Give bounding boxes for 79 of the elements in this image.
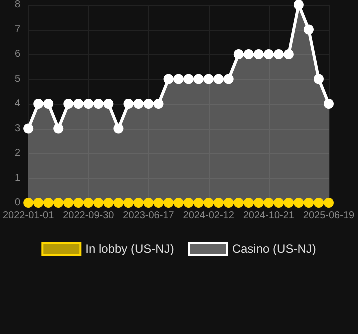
point bbox=[184, 198, 194, 208]
point bbox=[44, 99, 54, 109]
legend-label: Casino (US-NJ) bbox=[232, 242, 316, 256]
x-tick-label: 2024-10-21 bbox=[243, 210, 295, 222]
point bbox=[294, 0, 304, 10]
point bbox=[244, 50, 254, 60]
point bbox=[274, 50, 284, 60]
point bbox=[264, 50, 274, 60]
point bbox=[234, 198, 244, 208]
point bbox=[134, 198, 144, 208]
point bbox=[94, 99, 104, 109]
point bbox=[174, 198, 184, 208]
point bbox=[64, 198, 74, 208]
x-tick-label: 2024-02-12 bbox=[183, 210, 235, 222]
point bbox=[44, 198, 54, 208]
point bbox=[304, 24, 314, 35]
point bbox=[24, 124, 34, 134]
point bbox=[164, 198, 174, 208]
point bbox=[104, 198, 114, 208]
x-tick-label: 2025-06-19 bbox=[303, 210, 356, 222]
legend-label: In lobby (US-NJ) bbox=[86, 242, 174, 256]
point bbox=[244, 198, 254, 208]
point bbox=[214, 198, 224, 208]
y-tick-label: 8 bbox=[15, 0, 22, 10]
point bbox=[304, 198, 314, 208]
point bbox=[194, 198, 204, 208]
y-tick-label: 6 bbox=[15, 49, 22, 60]
y-tick-label: 3 bbox=[15, 123, 22, 134]
point bbox=[84, 198, 94, 208]
y-tick-label: 7 bbox=[15, 24, 22, 36]
point bbox=[94, 198, 104, 208]
point bbox=[284, 198, 294, 208]
point bbox=[204, 74, 214, 84]
point bbox=[54, 198, 64, 208]
y-tick-label: 2 bbox=[15, 148, 22, 159]
point bbox=[224, 198, 234, 208]
point bbox=[34, 198, 44, 208]
point bbox=[254, 198, 264, 208]
point bbox=[144, 198, 154, 208]
point bbox=[164, 74, 174, 84]
point bbox=[34, 99, 44, 109]
point bbox=[204, 198, 214, 208]
point bbox=[254, 50, 264, 60]
x-tick-label: 2022-01-01 bbox=[3, 210, 55, 222]
point bbox=[154, 99, 164, 109]
y-tick-label: 1 bbox=[15, 172, 22, 184]
point bbox=[124, 99, 134, 109]
point bbox=[314, 74, 324, 84]
y-tick-label: 0 bbox=[15, 198, 22, 208]
point bbox=[64, 99, 74, 109]
point bbox=[314, 198, 324, 208]
point bbox=[184, 74, 194, 84]
point bbox=[234, 50, 244, 60]
point bbox=[274, 198, 284, 208]
point bbox=[144, 99, 154, 109]
y-tick-label: 5 bbox=[15, 74, 22, 85]
point bbox=[324, 198, 334, 208]
point bbox=[224, 74, 234, 84]
point bbox=[214, 74, 224, 84]
point bbox=[154, 198, 164, 208]
point bbox=[24, 198, 34, 208]
point bbox=[114, 198, 124, 208]
point bbox=[194, 74, 204, 84]
point bbox=[54, 124, 64, 134]
y-tick-label: 4 bbox=[15, 98, 22, 110]
point bbox=[74, 99, 84, 109]
point bbox=[264, 198, 274, 208]
x-tick-label: 2023-06-17 bbox=[123, 210, 175, 222]
point bbox=[174, 74, 184, 84]
point bbox=[114, 124, 124, 134]
point bbox=[84, 99, 94, 109]
x-tick-label: 2022-09-30 bbox=[63, 210, 115, 222]
point bbox=[134, 99, 144, 109]
point bbox=[294, 198, 304, 208]
point bbox=[104, 99, 114, 109]
point bbox=[324, 99, 334, 109]
point bbox=[124, 198, 134, 208]
point bbox=[74, 198, 84, 208]
point bbox=[284, 50, 294, 60]
